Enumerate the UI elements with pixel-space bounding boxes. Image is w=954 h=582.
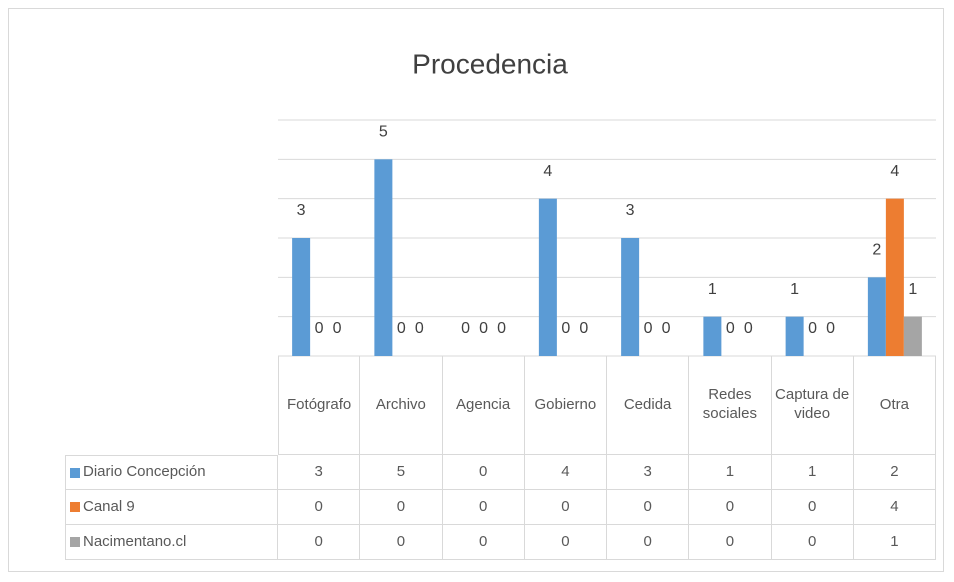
x-tick-label: Otra [853, 356, 936, 455]
x-tick-label: Agencia [442, 356, 525, 455]
legend-entry: Nacimentano.cl [65, 525, 278, 560]
table-value: 0 [442, 490, 525, 525]
table-value: 0 [771, 490, 854, 525]
data-label: 0 [415, 320, 424, 337]
data-label: 0 [662, 320, 671, 337]
legend-key [70, 537, 80, 547]
table-value: 0 [607, 525, 690, 560]
legend-key [70, 467, 80, 478]
chart-frame [8, 8, 944, 572]
data-label: 0 [726, 320, 735, 337]
data-label: 0 [808, 320, 817, 337]
bar [785, 316, 804, 356]
data-label: 4 [890, 163, 899, 180]
data-label: 1 [790, 281, 799, 298]
data-label: 4 [543, 163, 552, 180]
legend-entry: Diario Concepción [65, 455, 278, 490]
data-label: 0 [461, 320, 470, 337]
table-value: 0 [278, 490, 361, 525]
data-label: 3 [297, 202, 306, 219]
table-value: 0 [689, 490, 772, 525]
chart-title: Procedencia [412, 48, 568, 79]
data-label: 0 [644, 320, 653, 337]
legend-key [70, 502, 80, 512]
table-value: 1 [853, 525, 936, 560]
table-value: 0 [442, 525, 525, 560]
data-label: 0 [579, 320, 588, 337]
table-value: 0 [524, 525, 607, 560]
bar [903, 316, 922, 356]
legend-label: Diario Concepción [83, 463, 206, 481]
x-tick-label: Gobierno [524, 356, 607, 455]
bar [703, 316, 722, 356]
data-label: 0 [561, 320, 570, 337]
table-value: 1 [771, 455, 854, 490]
table-value: 0 [360, 490, 443, 525]
x-tick-label: Captura de video [771, 356, 854, 455]
table-value: 3 [607, 455, 690, 490]
table-value: 0 [524, 490, 607, 525]
bar [885, 198, 904, 356]
data-label: 0 [826, 320, 835, 337]
data-label: 0 [315, 320, 324, 337]
table-value: 0 [442, 455, 525, 490]
table-value: 5 [360, 455, 443, 490]
bar [867, 277, 886, 356]
data-label: 2 [872, 242, 881, 259]
table-value: 0 [607, 490, 690, 525]
x-tick-label: Cedida [607, 356, 690, 455]
table-value: 0 [771, 525, 854, 560]
legend-entry: Canal 9 [65, 490, 278, 525]
data-label: 0 [744, 320, 753, 337]
table-value: 0 [278, 525, 361, 560]
data-label: 3 [626, 202, 635, 219]
data-label: 0 [333, 320, 342, 337]
x-tick-label: Redes sociales [689, 356, 772, 455]
data-label: 0 [397, 320, 406, 337]
legend-label: Canal 9 [83, 497, 135, 515]
table-value: 0 [360, 525, 443, 560]
data-label: 0 [497, 320, 506, 337]
bar [374, 159, 393, 356]
table-value: 4 [524, 455, 607, 490]
table-value: 2 [853, 455, 936, 490]
x-tick-label: Archivo [360, 356, 443, 455]
data-label: 0 [479, 320, 488, 337]
legend-label: Nacimentano.cl [83, 532, 187, 550]
x-tick-label: Fotógrafo [278, 356, 361, 455]
bar [292, 238, 311, 356]
data-label: 1 [708, 281, 717, 298]
table-value: 1 [689, 455, 772, 490]
table-value: 3 [278, 455, 361, 490]
table-value: 4 [853, 490, 936, 525]
bar [538, 198, 557, 356]
bar [621, 238, 640, 356]
data-label: 1 [908, 281, 917, 298]
table-value: 0 [689, 525, 772, 560]
data-label: 5 [379, 124, 388, 141]
